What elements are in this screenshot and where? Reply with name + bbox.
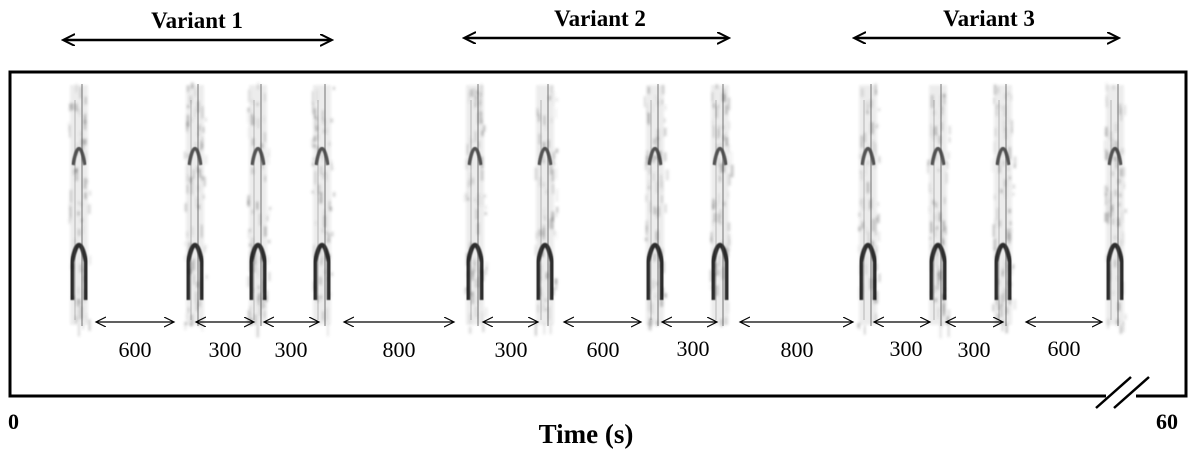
syllable-6 [534,84,559,336]
variant-2-header: Variant 2 [465,6,728,38]
interval-label: 300 [495,337,528,362]
variant-3-label: Variant 3 [943,6,1035,31]
interval-group: 600 300 300 800 300 600 300 800 300 300 600 [97,322,1101,362]
syllable-group [68,82,1127,339]
interval-label: 300 [677,336,710,361]
variant-3-header: Variant 3 [855,6,1118,38]
interval-9: 300 [875,322,929,361]
interval-11: 600 [1027,322,1101,361]
syllable-3 [247,82,272,338]
axis-break-mark [1095,376,1150,409]
interval-label: 600 [1048,336,1081,361]
interval-label: 800 [383,337,416,362]
interval-4: 800 [345,322,453,362]
axis-break-slash-2 [1113,376,1150,409]
interval-label: 300 [209,337,242,362]
syllable-8 [709,84,734,328]
interval-6: 600 [565,322,640,362]
syllable-11 [992,84,1017,334]
variant-headers: Variant 1 Variant 2 Variant 3 [64,6,1118,40]
spectrogram-frame [8,70,1188,398]
variant-1-header: Variant 1 [64,8,331,40]
interval-label: 300 [958,337,991,362]
syllable-12 [1104,82,1127,335]
axis-end-label: 60 [1156,409,1178,434]
syllable-10 [927,84,951,339]
interval-label: 300 [890,336,923,361]
interval-2: 300 [197,322,253,362]
interval-5: 300 [484,322,537,362]
interval-label: 300 [275,337,308,362]
syllable-4 [311,84,336,337]
interval-8: 800 [741,322,852,362]
interval-7: 300 [663,322,716,361]
interval-3: 300 [265,322,318,362]
interval-label: 600 [587,337,620,362]
syllable-9 [857,83,881,335]
interval-1: 600 [97,322,173,362]
variant-1-label: Variant 1 [151,8,243,33]
syllable-2 [184,82,208,331]
interval-label: 800 [781,337,814,362]
axis-title: Time (s) [539,419,634,449]
variant-2-label: Variant 2 [554,6,646,31]
axis-start-label: 0 [8,409,19,434]
syllable-7 [644,84,669,331]
interval-label: 600 [119,337,152,362]
syllable-1 [68,83,92,337]
interval-10: 300 [947,322,1002,362]
syllable-5 [464,83,489,334]
axis-break-slash-1 [1095,376,1132,409]
